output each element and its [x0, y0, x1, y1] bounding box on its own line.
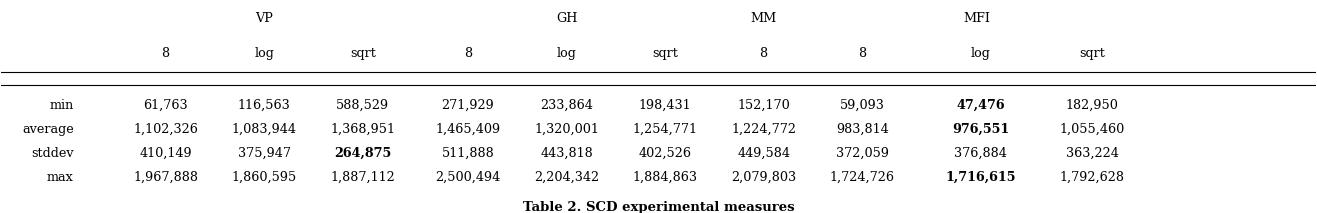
Text: sqrt: sqrt — [652, 47, 678, 60]
Text: 410,149: 410,149 — [140, 147, 192, 160]
Text: 1,102,326: 1,102,326 — [133, 123, 198, 136]
Text: 1,967,888: 1,967,888 — [133, 171, 198, 184]
Text: 1,055,460: 1,055,460 — [1060, 123, 1125, 136]
Text: 1,254,771: 1,254,771 — [632, 123, 698, 136]
Text: 271,929: 271,929 — [441, 99, 494, 112]
Text: log: log — [254, 47, 274, 60]
Text: 2,500,494: 2,500,494 — [436, 171, 500, 184]
Text: 363,224: 363,224 — [1065, 147, 1118, 160]
Text: 1,465,409: 1,465,409 — [436, 123, 500, 136]
Text: 372,059: 372,059 — [836, 147, 889, 160]
Text: 152,170: 152,170 — [738, 99, 790, 112]
Text: VP: VP — [255, 12, 273, 25]
Text: 402,526: 402,526 — [639, 147, 691, 160]
Text: 1,792,628: 1,792,628 — [1060, 171, 1125, 184]
Text: 264,875: 264,875 — [335, 147, 391, 160]
Text: 61,763: 61,763 — [144, 99, 188, 112]
Text: 1,368,951: 1,368,951 — [331, 123, 395, 136]
Text: 1,083,944: 1,083,944 — [232, 123, 296, 136]
Text: MM: MM — [751, 12, 777, 25]
Text: 182,950: 182,950 — [1065, 99, 1118, 112]
Text: 976,551: 976,551 — [952, 123, 1009, 136]
Text: 449,584: 449,584 — [738, 147, 790, 160]
Text: stddev: stddev — [32, 147, 74, 160]
Text: 8: 8 — [760, 47, 768, 60]
Text: average: average — [22, 123, 74, 136]
Text: 1,860,595: 1,860,595 — [232, 171, 296, 184]
Text: log: log — [971, 47, 990, 60]
Text: 376,884: 376,884 — [954, 147, 1008, 160]
Text: sqrt: sqrt — [1079, 47, 1105, 60]
Text: sqrt: sqrt — [350, 47, 375, 60]
Text: 1,724,726: 1,724,726 — [830, 171, 894, 184]
Text: 47,476: 47,476 — [956, 99, 1005, 112]
Text: 375,947: 375,947 — [238, 147, 291, 160]
Text: 1,884,863: 1,884,863 — [632, 171, 698, 184]
Text: 1,887,112: 1,887,112 — [331, 171, 395, 184]
Text: 59,093: 59,093 — [840, 99, 885, 112]
Text: 8: 8 — [859, 47, 867, 60]
Text: 116,563: 116,563 — [238, 99, 291, 112]
Text: 511,888: 511,888 — [441, 147, 494, 160]
Text: 2,079,803: 2,079,803 — [731, 171, 797, 184]
Text: 1,320,001: 1,320,001 — [535, 123, 599, 136]
Text: 198,431: 198,431 — [639, 99, 691, 112]
Text: 8: 8 — [464, 47, 471, 60]
Text: 2,204,342: 2,204,342 — [533, 171, 599, 184]
Text: 1,224,772: 1,224,772 — [731, 123, 797, 136]
Text: 8: 8 — [162, 47, 170, 60]
Text: 983,814: 983,814 — [836, 123, 889, 136]
Text: min: min — [50, 99, 74, 112]
Text: 233,864: 233,864 — [540, 99, 593, 112]
Text: max: max — [47, 171, 74, 184]
Text: 1,716,615: 1,716,615 — [946, 171, 1015, 184]
Text: MFI: MFI — [964, 12, 990, 25]
Text: log: log — [557, 47, 577, 60]
Text: GH: GH — [556, 12, 577, 25]
Text: 443,818: 443,818 — [540, 147, 593, 160]
Text: Table 2. SCD experimental measures: Table 2. SCD experimental measures — [523, 201, 794, 213]
Text: 588,529: 588,529 — [336, 99, 390, 112]
